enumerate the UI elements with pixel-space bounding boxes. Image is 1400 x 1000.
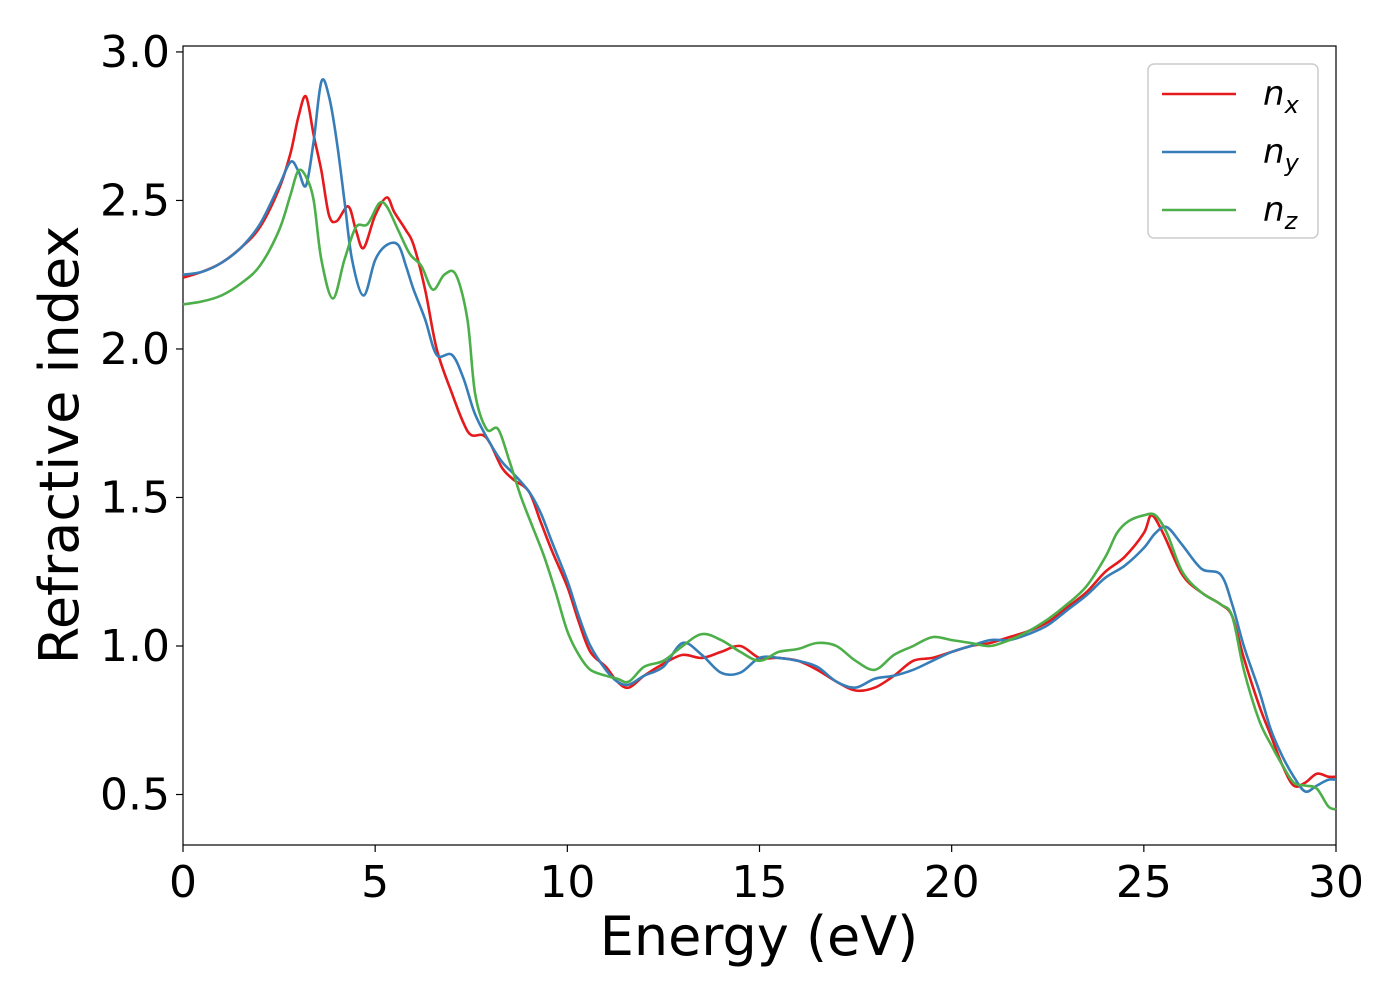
y-axis-label: Refractive index xyxy=(28,226,91,665)
x-tick-label: 5 xyxy=(361,857,389,908)
legend-label-subscript: x xyxy=(1284,91,1300,119)
plot-area xyxy=(182,45,1337,846)
x-axis-label: Energy (eV) xyxy=(600,905,919,968)
y-tick-label: 2.5 xyxy=(100,175,170,226)
y-tick-label: 2.0 xyxy=(100,324,170,375)
y-tick-label: 3.0 xyxy=(100,27,170,78)
legend-label-subscript: z xyxy=(1284,207,1299,235)
x-tick-label: 25 xyxy=(1116,857,1172,908)
y-axis: 0.5 1.0 1.5 2.0 2.5 3.0 xyxy=(100,27,183,821)
legend-label-base: n xyxy=(1263,132,1285,172)
y-tick-label: 0.5 xyxy=(100,770,170,821)
x-tick-label: 10 xyxy=(539,857,595,908)
series-line-nz xyxy=(182,168,1337,811)
series-line-nx xyxy=(182,94,1337,788)
legend-label-ny: ny xyxy=(1263,132,1300,177)
x-tick-label: 15 xyxy=(732,857,788,908)
series-group xyxy=(182,78,1337,811)
legend-label-base: n xyxy=(1263,74,1285,114)
legend-label-nx: nx xyxy=(1263,74,1300,119)
x-tick-label: 20 xyxy=(924,857,980,908)
x-tick-label: 0 xyxy=(169,857,197,908)
legend-label-nz: nz xyxy=(1263,190,1299,235)
y-tick-label: 1.0 xyxy=(100,621,170,672)
legend-label-subscript: y xyxy=(1284,149,1300,177)
y-tick-label: 1.5 xyxy=(100,472,170,523)
legend-label-base: n xyxy=(1263,190,1285,230)
x-tick-label: 30 xyxy=(1308,857,1364,908)
x-axis: 0 5 10 15 20 25 30 xyxy=(169,845,1364,908)
